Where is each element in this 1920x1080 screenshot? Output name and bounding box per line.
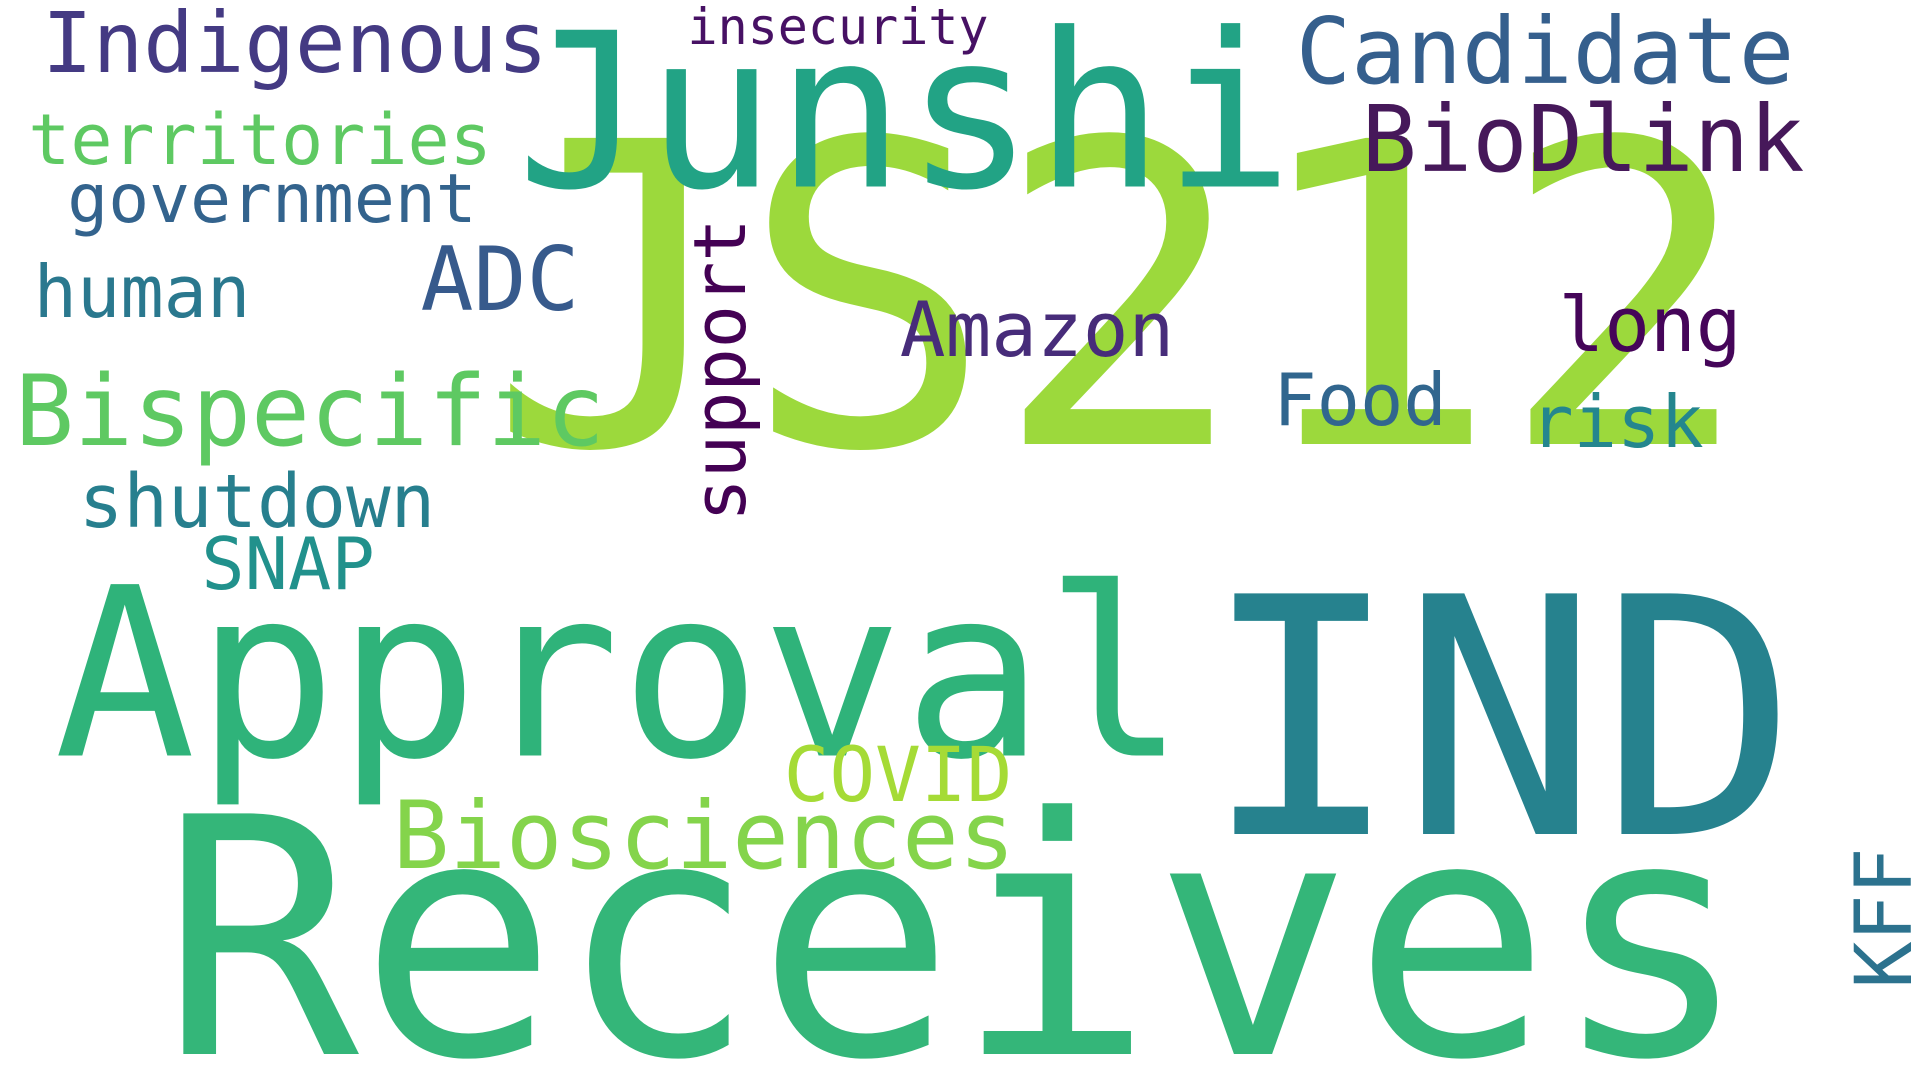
word-biodlink: BioDlink: [1361, 86, 1805, 193]
word-covid: COVID: [783, 730, 1013, 819]
word-kff: KFF: [1840, 847, 1920, 989]
word-indigenous: Indigenous: [42, 0, 548, 92]
word-snap: SNAP: [201, 522, 375, 606]
word-shutdown: shutdown: [78, 459, 436, 545]
word-insecurity: insecurity: [687, 0, 989, 56]
word-government: government: [67, 160, 477, 239]
word-support: support: [678, 218, 762, 522]
word-long: long: [1558, 280, 1742, 369]
word-bispecific: Bispecific: [14, 355, 606, 469]
word-js212: JS212: [487, 55, 1753, 544]
word-approval: Approval: [54, 538, 1186, 812]
word-territories: territories: [28, 99, 492, 181]
word-receives: Receives: [160, 748, 1750, 1080]
word-risk: risk: [1530, 380, 1704, 464]
word-junshi: Junshi: [516, 0, 1294, 238]
word-adc: ADC: [420, 228, 580, 331]
word-biosciences: Biosciences: [392, 782, 1016, 891]
word-ind: IND: [1201, 528, 1799, 912]
word-human: human: [33, 250, 251, 334]
word-food: Food: [1273, 358, 1447, 442]
word-amazon: Amazon: [899, 285, 1175, 374]
word-candidate: Candidate: [1295, 0, 1795, 105]
